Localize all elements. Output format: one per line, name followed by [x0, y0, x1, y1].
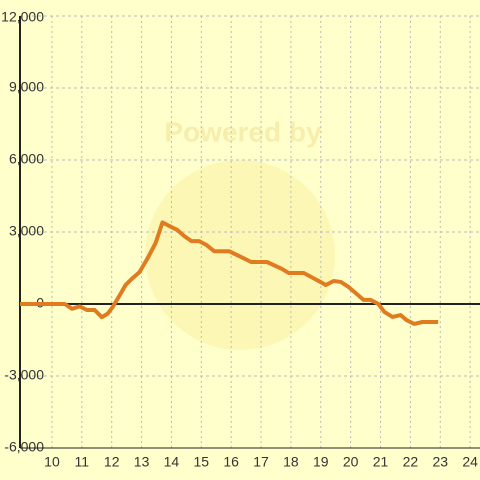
x-tick-label: 24: [462, 454, 478, 470]
watermark: Powered by: [164, 116, 322, 147]
x-tick-label: 19: [313, 454, 329, 470]
x-tick-label: 18: [283, 454, 299, 470]
x-tick-label: 13: [134, 454, 150, 470]
x-tick-label: 20: [343, 454, 359, 470]
y-tick-label: 6,000: [9, 151, 44, 167]
y-tick-label: 9,000: [9, 79, 44, 95]
y-tick-label: -3,000: [4, 367, 44, 383]
x-tick-label: 10: [44, 454, 60, 470]
x-tick-label: 14: [164, 454, 180, 470]
x-tick-label: 16: [223, 454, 239, 470]
x-tick-label: 21: [373, 454, 389, 470]
x-tick-label: 23: [432, 454, 448, 470]
x-tick-label: 15: [194, 454, 210, 470]
y-tick-label: 12,000: [1, 9, 44, 25]
y-tick-label: 3,000: [9, 223, 44, 239]
x-tick-label: 11: [75, 454, 90, 470]
x-tick-label: 22: [403, 454, 419, 470]
x-tick-label: 17: [253, 454, 269, 470]
y-tick-label: -6,000: [4, 439, 44, 455]
line-series: [20, 220, 439, 326]
x-tick-label: 12: [104, 454, 120, 470]
